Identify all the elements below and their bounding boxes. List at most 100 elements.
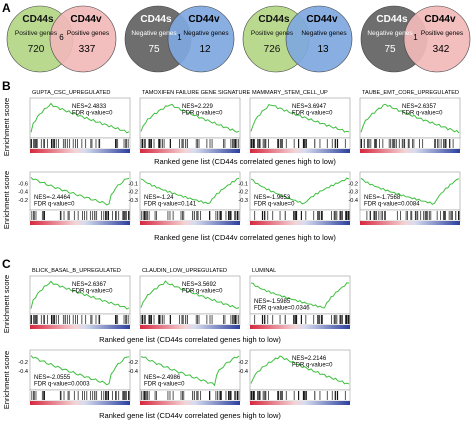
- y-axis-label: Enrichment score: [2, 351, 11, 409]
- fdr-label: FDR q-value=0: [292, 111, 333, 117]
- rank-bar: [140, 149, 240, 153]
- plot-title: LUMINAL: [252, 268, 276, 274]
- panel-c: C Enrichment score BLICK_BASAL_B_UPREGULA…: [2, 257, 351, 420]
- plot-frame: [139, 171, 241, 211]
- plot-title: MAMMARY_STEM_CELL_UP: [252, 90, 328, 96]
- tick-label: -0.4: [18, 369, 28, 375]
- panel-label-a: A: [2, 1, 11, 15]
- venn-right-subtitle: Positive genes: [67, 30, 110, 37]
- gsea-row: Enrichment score BLICK_BASAL_B_UPREGULATE…: [2, 268, 351, 344]
- rank-bar: [30, 149, 130, 153]
- panel-b: B Enrichment score GUPTA_CSC_UPREGULATED N…: [2, 79, 461, 242]
- venn-left-subtitle: Negative genes: [131, 30, 177, 37]
- enrichment-curve: [250, 104, 350, 133]
- tick-label: -0.4: [238, 369, 248, 375]
- plot-title: TAUBE_EMT_CORE_UPREGULATED: [362, 90, 459, 96]
- venn-right-title: CD44v: [188, 14, 220, 25]
- tick-label: -0.2: [18, 198, 28, 204]
- rank-bar: [30, 325, 130, 329]
- tick-label: -0.4: [18, 190, 28, 196]
- venn-overlap-count: 1: [177, 33, 182, 42]
- rank-bar: [250, 401, 350, 405]
- fdr-label: FDR q-value=0: [72, 289, 113, 295]
- nes-label: NES=2.229: [182, 104, 214, 110]
- venn-left-title: CD44s: [140, 14, 172, 25]
- tick-label: -0.2: [128, 190, 138, 196]
- tick-label: -0.4: [348, 198, 358, 204]
- nes-label: NES=-2.0555: [34, 375, 71, 381]
- venn-right-subtitle: Positive genes: [421, 30, 464, 37]
- plot-frame: [249, 275, 351, 315]
- venn-diagram: CD44s Negative genes 75 CD44v Positive genes…: [360, 5, 471, 73]
- venn-left-title: CD44s: [22, 14, 54, 25]
- x-axis-label: Ranked gene list (CD44s correlated genes…: [99, 335, 281, 344]
- panel-label-b: B: [2, 79, 11, 93]
- rank-bar: [140, 325, 240, 329]
- venn-overlap-count: 6: [59, 33, 64, 42]
- tick-label: -0.2: [238, 190, 248, 196]
- fdr-label: FDR q-value=0: [402, 111, 443, 117]
- venn-right-count: 342: [433, 44, 450, 55]
- venn-diagram: CD44s Positive genes 726 CD44v Negative gene…: [242, 5, 353, 73]
- hit-panel: [29, 209, 131, 222]
- fdr-label: FDR q-value=0.141: [144, 202, 197, 208]
- rank-bar: [140, 221, 240, 225]
- tick-label: -0.1: [238, 181, 248, 187]
- plot-frame: [249, 349, 351, 391]
- rank-bar: [30, 401, 130, 405]
- fdr-label: FDR q-value=0: [254, 202, 295, 208]
- venn-left-title: CD44s: [258, 14, 290, 25]
- enrichment-curve: [140, 355, 240, 387]
- hit-panel: [29, 137, 131, 150]
- fdr-label: FDR q-value=0: [34, 202, 75, 208]
- enrichment-curve: [250, 177, 350, 205]
- x-axis-label: Ranked gene list (CD44s correlated genes…: [154, 157, 336, 166]
- gsea-row: Enrichment score -0.2 -0.4 NES=-2.0555 FDR q…: [2, 349, 351, 420]
- plot-title: GUPTA_CSC_UPREGULATED: [32, 90, 110, 96]
- enrichment-curve: [140, 103, 240, 133]
- plot-frame: [29, 349, 131, 391]
- tick-label: -0.3: [128, 198, 138, 204]
- nes-label: NES=2.2146: [292, 356, 327, 362]
- nes-label: NES=-1.7568: [364, 195, 401, 201]
- fdr-label: FDR q-value=0: [292, 363, 333, 369]
- enrichment-curve: [140, 177, 240, 205]
- venn-right-subtitle: Negative genes: [183, 30, 229, 37]
- plot-frame: [139, 97, 241, 139]
- fdr-label: FDR q-value=0.0346: [254, 306, 310, 312]
- venn-left-count: 726: [264, 44, 281, 55]
- venn-right-title: CD44v: [306, 14, 338, 25]
- rank-bar: [360, 221, 460, 225]
- plot-frame: [29, 97, 131, 139]
- y-axis-label: Enrichment score: [2, 275, 11, 333]
- nes-label: NES=-1.5985: [254, 299, 291, 305]
- enrichment-curve: [30, 177, 130, 206]
- venn-right-title: CD44v: [70, 14, 102, 25]
- enrichment-curve: [140, 280, 240, 310]
- fdr-label: FDR q-value=0: [72, 111, 113, 117]
- venn-left-subtitle: Positive genes: [15, 30, 58, 37]
- nes-label: NES=2.4833: [72, 104, 107, 110]
- tick-label: -0.1: [128, 181, 138, 187]
- venn-left-subtitle: Negative genes: [367, 30, 413, 37]
- fdr-label: FDR q-value=0.0084: [364, 202, 420, 208]
- x-axis-label: Ranked gene list (CD44v correlated genes…: [154, 233, 336, 242]
- panel-label-c: C: [2, 257, 11, 271]
- venn-circle-right: [403, 5, 471, 73]
- y-axis-label: Enrichment score: [2, 171, 11, 229]
- rank-bar: [250, 221, 350, 225]
- venn-right-title: CD44v: [424, 14, 456, 25]
- panel-a: A CD44s Positive genes 720 CD44v Positive ge…: [2, 1, 471, 73]
- venn-diagram: CD44s Positive genes 720 CD44v Positive gene…: [6, 5, 117, 73]
- nes-label: NES=3.6947: [292, 104, 327, 110]
- nes-label: NES=-1.24: [144, 195, 174, 201]
- tick-label: -0.2: [238, 360, 248, 366]
- y-axis-label: Enrichment score: [2, 98, 11, 156]
- venn-right-count: 337: [79, 44, 96, 55]
- enrichment-curve: [360, 177, 460, 205]
- plot-title: CLAUDIN_LOW_UPREGULATED: [142, 268, 227, 274]
- nes-label: NES=2.6357: [402, 104, 437, 110]
- nes-label: NES=-2.4464: [34, 195, 71, 201]
- rank-bar: [140, 401, 240, 405]
- tick-label: -0.3: [348, 190, 358, 196]
